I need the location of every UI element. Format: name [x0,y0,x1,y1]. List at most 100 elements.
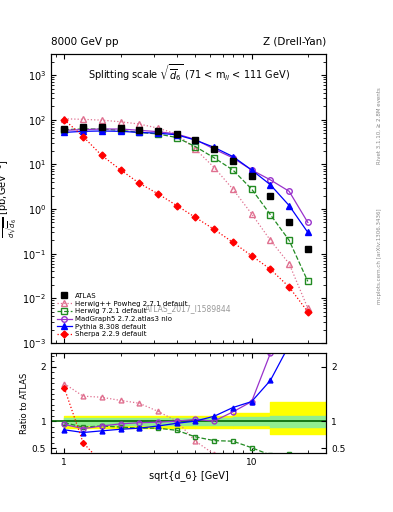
Pythia 8.308 default [193,137,198,143]
Sherpa 2.2.9 default [174,202,179,208]
Text: Rivet 3.1.10, ≥ 2.8M events: Rivet 3.1.10, ≥ 2.8M events [377,88,382,164]
Pythia 8.308 default [305,229,310,236]
Line: Sherpa 2.2.9 default: Sherpa 2.2.9 default [62,117,310,314]
Herwig++ Powheg 2.7.1 default [268,237,273,243]
Pythia 8.308 default [156,130,160,136]
Text: ATLAS_2017_I1589844: ATLAS_2017_I1589844 [145,304,232,313]
Sherpa 2.2.9 default [249,253,254,259]
Herwig 7.2.1 default [287,237,292,243]
Sherpa 2.2.9 default [287,284,292,290]
Line: Pythia 8.308 default: Pythia 8.308 default [62,128,310,235]
MadGraph5 2.7.2.atlas3 nlo [287,188,292,195]
Pythia 8.308 default [81,128,85,134]
Herwig++ Powheg 2.7.1 default [137,121,141,127]
Sherpa 2.2.9 default [81,134,85,140]
Pythia 8.308 default [287,202,292,208]
ATLAS [249,173,254,179]
ATLAS [287,220,292,226]
Herwig++ Powheg 2.7.1 default [231,186,235,192]
Sherpa 2.2.9 default [193,215,198,221]
MadGraph5 2.7.2.atlas3 nlo [212,146,217,152]
Line: Herwig 7.2.1 default: Herwig 7.2.1 default [62,126,310,284]
MadGraph5 2.7.2.atlas3 nlo [62,127,67,133]
Herwig++ Powheg 2.7.1 default [305,305,310,311]
Legend: ATLAS, Herwig++ Powheg 2.7.1 default, Herwig 7.2.1 default, MadGraph5 2.7.2.atla: ATLAS, Herwig++ Powheg 2.7.1 default, He… [55,291,190,339]
MadGraph5 2.7.2.atlas3 nlo [156,129,160,135]
Herwig 7.2.1 default [99,126,104,132]
Line: MadGraph5 2.7.2.atlas3 nlo: MadGraph5 2.7.2.atlas3 nlo [62,126,310,225]
MadGraph5 2.7.2.atlas3 nlo [174,131,179,137]
Sherpa 2.2.9 default [99,152,104,158]
Sherpa 2.2.9 default [231,239,235,245]
Herwig 7.2.1 default [268,211,273,218]
Sherpa 2.2.9 default [62,117,67,123]
Herwig 7.2.1 default [193,143,198,150]
ATLAS [268,193,273,199]
Sherpa 2.2.9 default [156,190,160,197]
Herwig++ Powheg 2.7.1 default [81,116,85,122]
Sherpa 2.2.9 default [212,226,217,232]
Pythia 8.308 default [62,130,67,136]
Y-axis label: Ratio to ATLAS: Ratio to ATLAS [20,373,29,434]
Sherpa 2.2.9 default [305,309,310,315]
Herwig++ Powheg 2.7.1 default [156,125,160,131]
ATLAS [118,125,123,131]
Herwig 7.2.1 default [156,131,160,137]
Pythia 8.308 default [212,144,217,151]
Sherpa 2.2.9 default [118,167,123,173]
Herwig++ Powheg 2.7.1 default [99,117,104,123]
Pythia 8.308 default [118,128,123,134]
Herwig 7.2.1 default [174,135,179,141]
ATLAS [305,246,310,252]
Line: Herwig++ Powheg 2.7.1 default: Herwig++ Powheg 2.7.1 default [62,116,310,311]
Pythia 8.308 default [231,154,235,160]
Herwig 7.2.1 default [212,155,217,161]
ATLAS [231,158,235,164]
MadGraph5 2.7.2.atlas3 nlo [305,220,310,226]
Herwig 7.2.1 default [305,279,310,285]
MadGraph5 2.7.2.atlas3 nlo [137,127,141,133]
Herwig 7.2.1 default [231,167,235,173]
Pythia 8.308 default [137,130,141,136]
MadGraph5 2.7.2.atlas3 nlo [81,126,85,133]
Herwig++ Powheg 2.7.1 default [193,146,198,152]
MadGraph5 2.7.2.atlas3 nlo [231,155,235,161]
Herwig++ Powheg 2.7.1 default [174,131,179,137]
MadGraph5 2.7.2.atlas3 nlo [268,177,273,183]
Text: Splitting scale $\sqrt{\overline{d}_6}$ (71 < m$_{ll}$ < 111 GeV): Splitting scale $\sqrt{\overline{d}_6}$ … [88,62,290,83]
ATLAS [156,128,160,134]
Herwig++ Powheg 2.7.1 default [287,261,292,267]
Herwig 7.2.1 default [118,127,123,133]
Text: 8000 GeV pp: 8000 GeV pp [51,36,119,47]
ATLAS [99,124,104,130]
Herwig++ Powheg 2.7.1 default [62,116,67,122]
Pythia 8.308 default [99,128,104,134]
Herwig++ Powheg 2.7.1 default [118,119,123,125]
MadGraph5 2.7.2.atlas3 nlo [193,137,198,143]
X-axis label: sqrt{d_6} [GeV]: sqrt{d_6} [GeV] [149,470,228,481]
Pythia 8.308 default [249,167,254,173]
MadGraph5 2.7.2.atlas3 nlo [118,126,123,132]
Pythia 8.308 default [174,132,179,138]
Text: mcplots.cern.ch [arXiv:1306.3436]: mcplots.cern.ch [arXiv:1306.3436] [377,208,382,304]
ATLAS [81,123,85,130]
Sherpa 2.2.9 default [268,266,273,272]
Y-axis label: $\frac{d\sigma}{d\sqrt{\overline{d}_6}}$ [pb,GeV$^{-1}$]: $\frac{d\sigma}{d\sqrt{\overline{d}_6}}$… [0,159,20,238]
ATLAS [137,126,141,133]
Text: Z (Drell-Yan): Z (Drell-Yan) [263,36,326,47]
ATLAS [193,137,198,143]
Line: ATLAS: ATLAS [61,123,311,252]
ATLAS [62,126,67,132]
MadGraph5 2.7.2.atlas3 nlo [99,126,104,132]
Herwig 7.2.1 default [62,126,67,133]
Herwig 7.2.1 default [137,130,141,136]
Herwig++ Powheg 2.7.1 default [212,164,217,170]
Herwig 7.2.1 default [81,126,85,132]
ATLAS [174,131,179,137]
ATLAS [212,146,217,152]
Herwig++ Powheg 2.7.1 default [249,211,254,217]
Sherpa 2.2.9 default [137,180,141,186]
MadGraph5 2.7.2.atlas3 nlo [249,167,254,173]
Herwig 7.2.1 default [249,186,254,192]
Pythia 8.308 default [268,182,273,188]
